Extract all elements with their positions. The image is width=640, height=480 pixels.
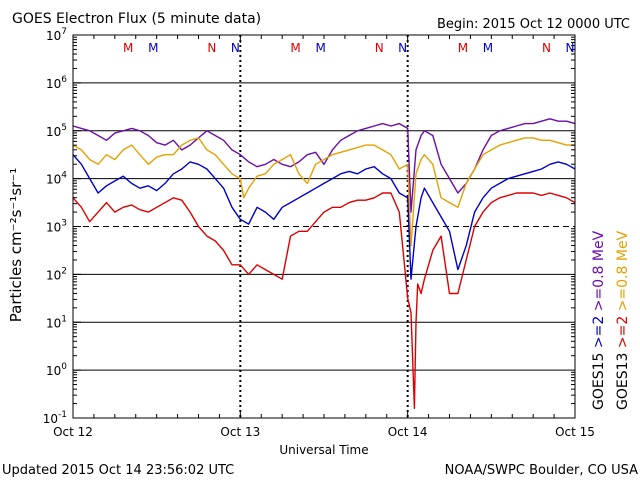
y-tick-label: 107 [46,27,67,43]
mn-marker: M [483,41,493,55]
y-tick-label: 106 [46,75,67,91]
mn-marker: N [207,41,216,55]
legend-goes15-entry: MeV [591,230,607,261]
legend-goes15-entry: >=2 [591,311,607,348]
series-line-2 [72,154,576,280]
y-tick-label: 102 [46,266,67,282]
x-axis-label: Universal Time [279,443,368,457]
begin-label: Begin: 2015 Oct 12 0000 UTC [437,17,630,32]
y-tick-label: 104 [46,171,67,187]
legend-goes13: GOES13 >=2 >=0.8 MeV [615,230,631,410]
legend-goes13-entry: MeV [615,230,631,261]
series-line-1 [72,137,575,247]
plot-frame [72,34,576,419]
legend-goes13-entry: >=0.8 [615,261,631,311]
legend: GOES15 >=2 >=0.8 MeV GOES13 >=2 >=0.8 Me… [591,230,631,410]
y-tick-label: 101 [46,314,67,330]
x-tick-label: Oct 14 [388,425,428,439]
series-line-3 [72,192,576,410]
y-tick-label: 103 [46,219,67,235]
y-tick-label: 10-1 [43,410,67,426]
legend-goes13-title: GOES13 [615,348,631,410]
x-tick-labels: Oct 12 Oct 13 Oct 14 Oct 15 [53,425,595,439]
y-axis-label: Particles cm⁻²s⁻¹sr⁻¹ [7,168,25,322]
legend-goes15-entry: >=0.8 [591,261,607,311]
mn-marker: M [458,41,468,55]
legend-goes15: GOES15 >=2 >=0.8 MeV [591,230,607,410]
y-tick-label: 100 [46,362,67,378]
y-tick-label: 105 [46,123,67,139]
chart-title: GOES Electron Flux (5 minute data) [12,11,261,27]
x-tick-label: Oct 12 [53,425,93,439]
mn-marker: N [542,41,551,55]
grid-lines [73,35,575,418]
series-line-0 [72,118,576,213]
x-tick-label: Oct 13 [220,425,260,439]
x-tick-label: Oct 15 [555,425,595,439]
mn-marker: M [123,41,133,55]
mn-marker: N [231,41,240,55]
y-tick-labels: 107 106 105 104 103 102 101 100 10-1 [43,27,68,426]
mn-marker: M [290,41,300,55]
mn-marker: M [315,41,325,55]
legend-goes13-entry: >=2 [615,311,631,348]
footer-updated: Updated 2015 Oct 14 23:56:02 UTC [2,463,234,478]
mn-marker: N [375,41,384,55]
mn-marker: M [148,41,158,55]
mn-marker: N [398,41,407,55]
mn-marker: N [565,41,574,55]
footer-credit: NOAA/SWPC Boulder, CO USA [445,463,638,478]
legend-goes15-title: GOES15 [591,348,607,410]
series-layer [72,118,576,410]
